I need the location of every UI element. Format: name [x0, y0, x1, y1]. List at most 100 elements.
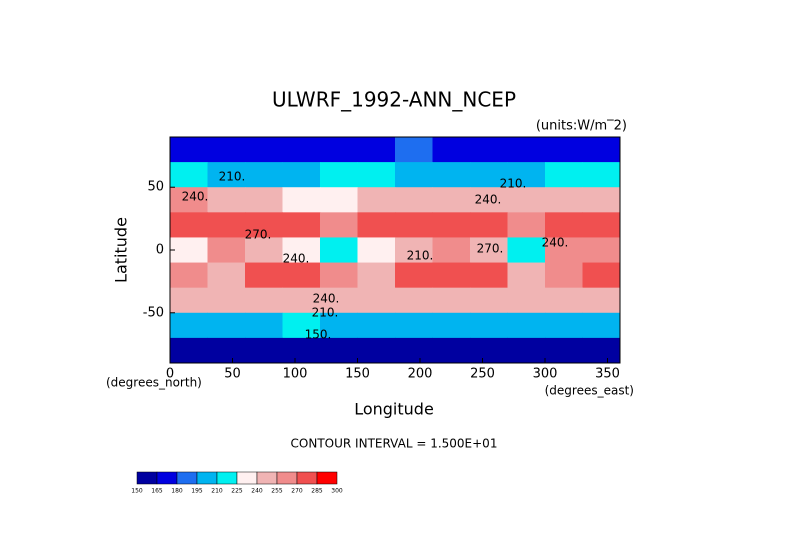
field-cell [395, 212, 433, 238]
contour-label: 150. [305, 328, 332, 342]
field-cell [357, 287, 396, 314]
field-cell [395, 137, 433, 163]
field-cell [357, 212, 396, 238]
contour-label: 210. [219, 170, 246, 184]
field-cell [207, 312, 246, 339]
field-cell [245, 312, 283, 339]
field-cell [357, 312, 396, 339]
field-cell [282, 312, 321, 339]
field-cell [170, 287, 208, 314]
field-cell [470, 312, 508, 339]
field-cell [507, 312, 546, 339]
field-cell [170, 262, 208, 289]
field-cell [207, 187, 246, 213]
colorbar-label: 240 [251, 488, 263, 495]
field-cell [507, 287, 546, 314]
contour-label: 210. [407, 249, 434, 263]
field-cell [582, 337, 621, 364]
field-cell [320, 187, 358, 213]
colorbar-cell [196, 471, 218, 485]
field-cell [395, 312, 433, 339]
field-cell [545, 187, 583, 213]
field-cell [320, 262, 358, 289]
field-cell [357, 262, 396, 289]
units-label: (units:W/m‾2) [536, 119, 627, 134]
field-cell [432, 237, 471, 264]
field-cell [507, 237, 546, 264]
contour-label: 270. [477, 242, 504, 256]
y-axis-label: Latitude [112, 217, 131, 283]
field-cell [507, 212, 546, 238]
colorbar-label: 195 [191, 488, 203, 495]
field-cell [432, 287, 471, 314]
field-cell [545, 312, 583, 339]
colorbar-cell [216, 471, 238, 485]
field-cell [282, 137, 321, 163]
field-cell [320, 162, 358, 188]
field-cell [207, 287, 246, 314]
field-cell [395, 237, 433, 264]
field-cell [582, 187, 621, 213]
field-cell [282, 212, 321, 238]
field-cell [545, 337, 583, 364]
field-cell [320, 287, 358, 314]
field-cell [507, 187, 546, 213]
field-cell [282, 337, 321, 364]
field-cell [357, 137, 396, 163]
field-cell [245, 212, 283, 238]
field-cell [545, 162, 583, 188]
contour-label: 240. [283, 252, 310, 266]
colorbar-cell [236, 471, 258, 485]
field-cell [545, 237, 583, 264]
field-cell [545, 262, 583, 289]
field-cell [582, 312, 621, 339]
field-cell [170, 137, 208, 163]
field-cell [245, 187, 283, 213]
field-cell [395, 287, 433, 314]
contour-label: 210. [312, 306, 339, 320]
field-cell [282, 262, 321, 289]
field-cell [357, 337, 396, 364]
contour-label: 240. [182, 190, 209, 204]
field-cell [207, 337, 246, 364]
colorbar-label: 165 [151, 488, 163, 495]
field-cell [582, 287, 621, 314]
field-cell [432, 312, 471, 339]
x-tick-label: 50 [224, 367, 241, 382]
y-units: (degrees_north) [106, 376, 202, 390]
colorbar-label: 210 [211, 488, 223, 495]
field [170, 137, 621, 364]
contour-label: 240. [475, 193, 502, 207]
field-cell [320, 212, 358, 238]
field-cell [282, 162, 321, 188]
field-cell [207, 137, 246, 163]
field-cell [470, 262, 508, 289]
field-cell [282, 187, 321, 213]
field-cell [320, 237, 358, 264]
colorbar-cell [176, 471, 198, 485]
field-cell [170, 337, 208, 364]
field-cell [545, 137, 583, 163]
colorbar-label: 225 [231, 488, 243, 495]
field-cell [432, 162, 471, 188]
field-cell [170, 162, 208, 188]
x-tick-label: 200 [408, 367, 433, 382]
field-cell [245, 137, 283, 163]
field-cell [470, 237, 508, 264]
field-cell [245, 162, 283, 188]
x-axis-label: Longitude [354, 400, 434, 419]
contour-label: 210. [500, 177, 527, 191]
field-cell [507, 137, 546, 163]
y-tick-label: 0 [156, 243, 164, 258]
colorbar-label: 285 [311, 488, 323, 495]
field-cell [432, 137, 471, 163]
colorbar-cell [256, 471, 278, 485]
footnote: CONTOUR INTERVAL = 1.500E+01 [291, 437, 498, 451]
colorbar-cell [136, 471, 158, 485]
field-cell [582, 262, 621, 289]
field-cell [432, 262, 471, 289]
field-cell [582, 237, 621, 264]
field-cell [207, 237, 246, 264]
